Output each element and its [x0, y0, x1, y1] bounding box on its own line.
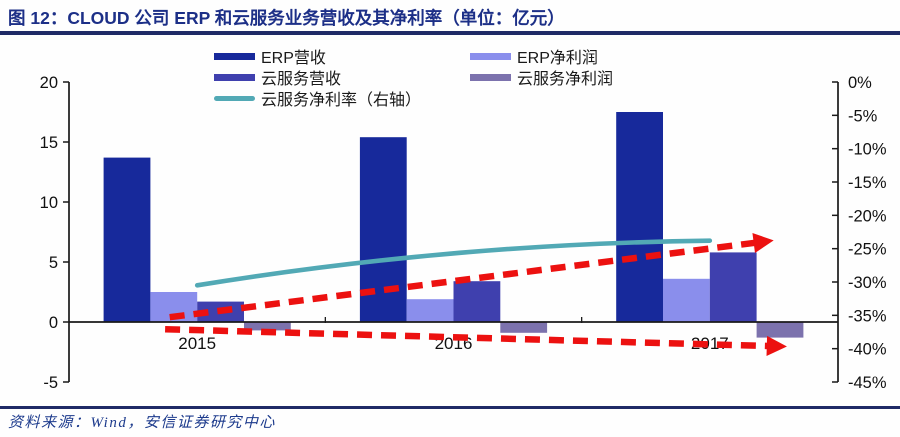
legend-label: ERP净利润: [517, 50, 598, 67]
title-underline: [0, 31, 900, 35]
right-axis-tick-label: -10%: [848, 141, 887, 159]
bar-erp_profit-2016: [406, 299, 454, 322]
x-axis-category-label: 2015: [178, 334, 216, 353]
left-axis-tick-label: 5: [49, 254, 58, 272]
erp-profit-swatch-icon: [470, 52, 511, 60]
bar-cloud_profit-2015: [244, 322, 291, 331]
plot-area: 20151050-50%-5%-10%-15%-20%-25%-30%-35%-…: [40, 74, 887, 392]
legend-item-erp-revenue: ERP营收: [214, 46, 421, 67]
bar-cloud_revenue-2016: [453, 281, 501, 322]
left-axis-tick-label: 20: [40, 74, 58, 92]
right-axis-tick-label: -20%: [848, 207, 887, 225]
downward-trend-arrow: [165, 325, 787, 357]
right-axis-tick-label: -30%: [848, 274, 887, 292]
chart-legend: ERP营收 云服务营收 云服务净利率（右轴） ERP净利润 云服务净利润: [0, 46, 900, 109]
right-axis-tick-label: -15%: [848, 174, 887, 192]
left-axis-tick-label: 0: [49, 314, 58, 332]
cloud-revenue-swatch-icon: [214, 73, 255, 81]
bar-cloud_revenue-2017: [709, 252, 757, 322]
legend-item-erp-profit: ERP净利润: [470, 46, 613, 67]
figure-title: 图 12：CLOUD 公司 ERP 和云服务业务营收及其净利率（单位：亿元）: [8, 8, 565, 28]
right-axis-tick-label: -25%: [848, 241, 887, 259]
source-text: 资料来源：Wind，安信证券研究中心: [8, 415, 276, 431]
bar-erp_revenue-2015: [103, 157, 151, 322]
right-axis-tick-label: -5%: [848, 107, 878, 125]
erp-revenue-swatch-icon: [214, 52, 255, 60]
legend-item-cloud-margin: 云服务净利率（右轴）: [214, 88, 422, 109]
legend-item-cloud-profit: 云服务净利润: [470, 67, 614, 88]
source-divider: [0, 406, 900, 409]
right-axis-tick-label: -40%: [848, 341, 887, 359]
cloud-margin-line-swatch-icon: [214, 95, 255, 101]
line-cloud_margin: [194, 238, 713, 288]
right-axis-tick-label: -35%: [848, 307, 887, 325]
bar-cloud_profit-2016: [500, 322, 548, 333]
legend-item-cloud-revenue: 云服务营收: [214, 67, 421, 88]
legend-column-1: ERP营收 云服务营收 云服务净利率（右轴）: [214, 46, 421, 109]
cloud-profit-swatch-icon: [470, 73, 511, 81]
left-axis-tick-label: -5: [43, 374, 58, 392]
legend-label: 云服务净利润: [517, 71, 614, 88]
bar-cloud_profit-2017: [756, 322, 804, 338]
legend-label: ERP营收: [261, 50, 326, 67]
left-axis-tick-label: 10: [40, 194, 58, 212]
legend-column-2: ERP净利润 云服务净利润: [470, 46, 613, 88]
right-axis-tick-label: 0%: [848, 74, 872, 92]
left-axis-tick-label: 15: [40, 134, 58, 152]
bar-erp_revenue-2017: [616, 112, 663, 322]
upward-trend-arrow: [169, 232, 774, 321]
legend-label: 云服务营收: [261, 71, 342, 88]
x-axis-category-label: 2017: [691, 334, 729, 353]
right-axis-tick-label: -45%: [848, 374, 887, 392]
bar-erp_profit-2017: [663, 278, 710, 322]
legend-label: 云服务净利率（右轴）: [261, 92, 422, 109]
